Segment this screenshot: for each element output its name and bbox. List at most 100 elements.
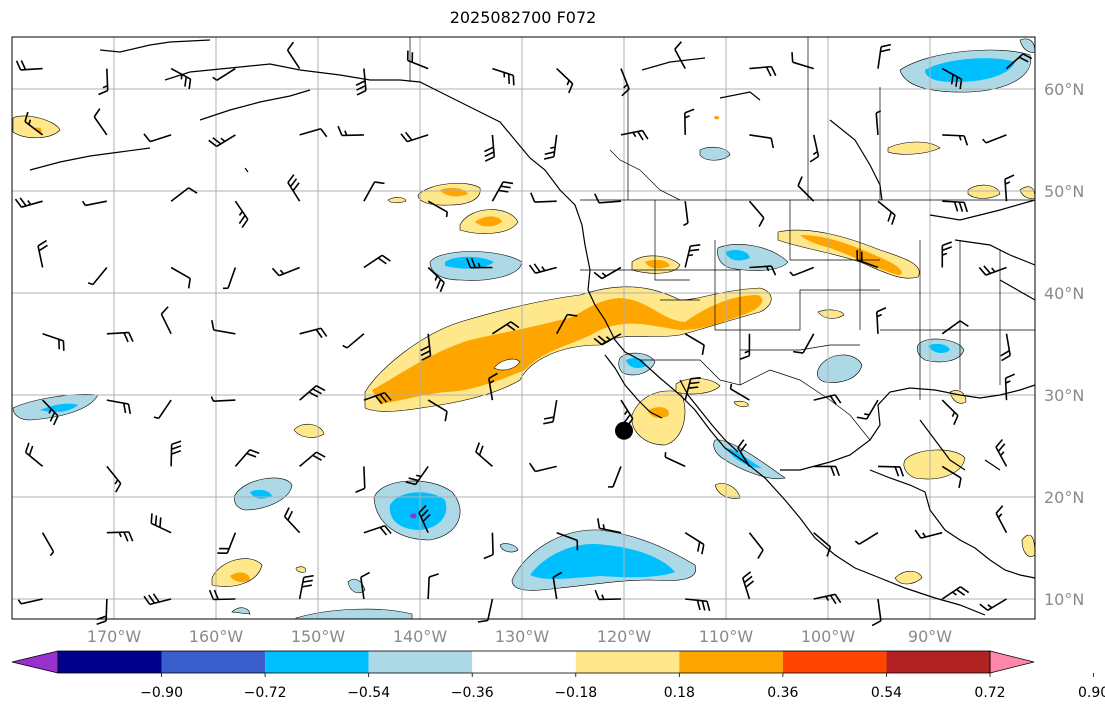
wind-barb [106,331,134,343]
longitude-tick-label: 110°W [699,627,754,646]
wind-barb [41,532,55,557]
wind-barb [749,134,775,149]
wind-barb [552,571,563,600]
wind-barb [684,333,705,355]
wind-barb [797,176,815,202]
wind-barb [1004,174,1015,202]
wind-barb [363,181,385,202]
wind-barb [355,68,367,96]
wind-barb [530,192,557,203]
wind-barb [14,197,43,208]
wind-barb [483,532,494,560]
colorbar-segment [58,651,162,673]
wind-barb [813,532,832,557]
wind-barb [42,399,59,426]
wind-barb [749,265,777,276]
wind-barb [729,383,750,401]
colorbar-tick-label: −0.90 [140,685,183,701]
wind-barb [813,593,842,605]
wind-barb [299,385,326,401]
wind-barb [170,266,191,289]
colorbar-extend-min [11,650,59,674]
wind-barb [995,438,1008,467]
wind-barb [684,108,695,135]
latitude-tick-labels: 10°N 20°N 30°N 40°N 50°N 60°N [1044,80,1084,609]
wind-barb [813,465,841,477]
wind-barb [742,571,755,600]
wind-barb [466,258,493,269]
longitude-tick-label: 160°W [189,627,244,646]
wind-barb [674,41,686,69]
wind-barb [153,399,172,420]
wind-barb [42,333,65,351]
wind-barb [355,466,366,494]
wind-barb [748,532,764,559]
colorbar-segment [265,651,369,673]
latitude-tick-label: 30°N [1044,386,1084,405]
wind-barb [98,68,109,96]
wind-barb [791,52,814,70]
wind-barb [979,598,1007,611]
colorbar-tick-label: 0.18 [664,685,695,701]
wind-barb [793,333,815,354]
longitude-tick-labels: 170°W 160°W 150°W 140°W 130°W 120°W 110°W 100°W… [87,627,952,646]
wind-barb [856,250,879,269]
wind-barb [597,518,622,534]
wind-barb [877,43,892,69]
wind-barb [871,598,882,627]
wind-barb [143,593,172,606]
wind-barb [287,174,301,202]
wind-barb [223,267,237,290]
wind-barb [809,134,820,163]
wind-barb [941,465,962,488]
colorbar-tick-label: 0.90 [1078,685,1105,701]
wind-barb [160,306,172,335]
longitude-tick-label: 120°W [597,627,652,646]
wind-barb [106,399,132,415]
wind-barb [298,574,314,600]
wind-barb [620,68,630,97]
chart-title: 2025082700 F072 [449,8,597,27]
wind-barb [876,307,887,334]
colorbar: −0.90 −0.72 −0.54 −0.36 −0.18 0.18 0.36 0.54 0.7… [11,650,1105,701]
wind-barb [170,187,198,202]
wind-barb [211,320,236,335]
wind-barb [684,244,701,268]
wind-barb [982,134,1007,144]
colorbar-tick-label: −0.72 [244,685,287,701]
colorbar-segment [575,651,680,673]
wind-barb [941,67,963,90]
wind-barb [363,254,391,269]
wind-barb [212,67,236,81]
wind-barb [24,111,44,136]
colorbar-tick-label: −0.54 [347,685,390,701]
wind-barb [15,60,43,71]
wind-barb [405,465,429,486]
location-marker [615,421,633,440]
wind-barb [360,571,371,600]
wind-barb [491,321,520,335]
wind-barb [299,128,328,138]
longitude-tick-label: 150°W [291,627,346,646]
latitude-tick-label: 50°N [1044,182,1084,201]
wind-barb [684,376,701,401]
colorbar-tick-label: −0.36 [451,685,494,701]
wind-barb [234,200,249,229]
wind-barb [942,200,969,213]
wind-barb [749,65,777,77]
wind-barb [543,399,558,425]
wind-barb [528,263,557,274]
colorbar-segment [679,651,783,673]
latitude-tick-label: 20°N [1044,488,1084,507]
longitude-tick-label: 170°W [87,627,142,646]
wind-barb [337,125,364,137]
colorbar-tick-label: 0.72 [974,685,1005,701]
wind-barb [299,327,328,339]
wind-barb [427,200,449,218]
wind-barb [877,200,896,225]
map-plot-area [11,36,1036,627]
wind-barb [491,181,514,202]
wind-barb [210,396,236,402]
wind-barb [17,598,43,605]
